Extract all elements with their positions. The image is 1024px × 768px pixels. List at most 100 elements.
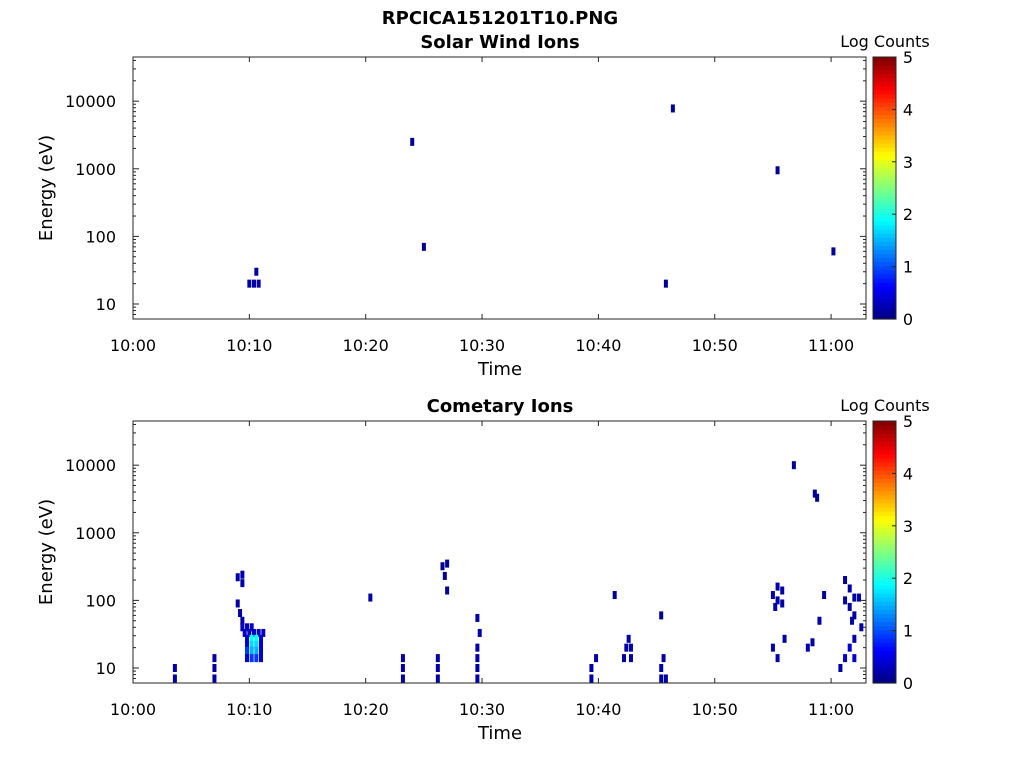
colorbar-step [873, 642, 896, 647]
y-tick-label: 100 [85, 227, 116, 246]
heatmap-cell [240, 579, 245, 588]
colorbar-step [873, 208, 896, 214]
colorbar-step [873, 85, 896, 91]
colorbar-step [873, 437, 896, 443]
colorbar-step [873, 126, 896, 132]
heatmap-cell [847, 643, 852, 652]
heatmap-cell [663, 674, 668, 683]
x-tick-label: 10:40 [575, 700, 621, 719]
colorbar-step [873, 506, 896, 512]
colorbar-tick-label: 4 [903, 464, 913, 483]
colorbar-step [873, 294, 896, 300]
heatmap-cell [212, 674, 217, 683]
colorbar-step [873, 122, 896, 128]
panel-title: Cometary Ions [427, 396, 574, 417]
colorbar-step [873, 204, 896, 210]
colorbar-step [873, 216, 896, 222]
colorbar-step [873, 678, 896, 684]
colorbar-step [873, 57, 896, 62]
x-tick-label: 10:00 [110, 700, 156, 719]
heatmap-cell [475, 674, 480, 683]
colorbar-step [873, 286, 896, 291]
colorbar-step [873, 249, 896, 255]
colorbar-step [873, 564, 896, 569]
colorbar-step [873, 192, 896, 197]
heatmap-cell [400, 654, 405, 663]
colorbar-step [873, 298, 896, 304]
colorbar-step [873, 425, 896, 430]
colorbar-step [873, 261, 896, 267]
x-tick-label: 10:30 [459, 336, 505, 355]
heatmap-cell [258, 640, 263, 649]
cometary-panel: Cometary Ions Log Counts Time Energy (eV… [36, 396, 930, 744]
colorbar-step [873, 609, 896, 615]
colorbar-step [873, 151, 896, 156]
colorbar-step [873, 278, 896, 283]
heatmap-cell [628, 654, 633, 663]
heatmap-cell [254, 646, 259, 655]
colorbar-step [873, 662, 896, 668]
y-axis-label: Energy (eV) [36, 135, 57, 241]
colorbar-tick-label: 2 [903, 569, 913, 588]
heatmap-cell [805, 643, 810, 652]
colorbar-step [873, 241, 896, 246]
colorbar-step [873, 81, 896, 87]
colorbar-step [873, 560, 896, 565]
heatmap-cell [843, 576, 848, 585]
heatmap-cell [791, 461, 796, 470]
heatmap-cell [659, 664, 664, 673]
colorbar-step [873, 73, 896, 79]
colorbar-step [873, 147, 896, 152]
heatmap-cell [254, 640, 259, 649]
heatmap-cell [775, 596, 780, 605]
colorbar-step [873, 511, 896, 516]
heatmap-cell [612, 591, 617, 600]
colorbar-step [873, 576, 896, 582]
heatmap-cell [670, 104, 675, 113]
colorbar-step [873, 486, 896, 492]
heatmap-cell [850, 616, 855, 625]
colorbar-step [873, 650, 896, 655]
colorbar-step [873, 527, 896, 533]
colorbar-step [873, 233, 896, 238]
y-tick-label: 100 [85, 591, 116, 610]
heatmap-cell [400, 674, 405, 683]
colorbar-step [873, 65, 896, 70]
y-axis-label: Energy (eV) [36, 499, 57, 605]
heatmap-cell [589, 674, 594, 683]
colorbar-step [873, 515, 896, 520]
colorbar-step [873, 273, 896, 279]
colorbar-step [873, 498, 896, 504]
heatmap-cell [410, 137, 415, 146]
colorbar-frame [872, 420, 897, 684]
colorbar-step [873, 613, 896, 619]
colorbar-step [873, 118, 896, 124]
y-tick-label: 1000 [75, 160, 116, 179]
x-tick-label: 10:50 [692, 700, 738, 719]
heatmap-cell [770, 643, 775, 652]
heatmap-cell [172, 674, 177, 683]
colorbar-step [873, 490, 896, 496]
colorbar-step [873, 167, 896, 173]
colorbar-step [873, 494, 896, 500]
colorbar-step [873, 97, 896, 103]
colorbar-step [873, 617, 896, 623]
axes-frame [132, 420, 867, 684]
heatmap-cell [172, 664, 177, 673]
heatmap-cell [812, 489, 817, 498]
heatmap-cell [256, 279, 261, 288]
colorbar-step [873, 597, 896, 602]
heatmap-cell [442, 571, 447, 580]
heatmap-cell [843, 596, 848, 605]
colorbar-step [873, 588, 896, 594]
colorbar-step [873, 237, 896, 242]
colorbar-step [873, 449, 896, 455]
x-axis-label: Time [477, 723, 522, 744]
colorbar-step [873, 89, 896, 95]
heatmap-cell [628, 643, 633, 652]
heatmap-cell [475, 643, 480, 652]
colorbar-tick-label: 3 [903, 517, 913, 536]
x-tick-label: 10:40 [575, 336, 621, 355]
colorbar-step [873, 666, 896, 672]
colorbar-tick-label: 2 [903, 205, 913, 224]
